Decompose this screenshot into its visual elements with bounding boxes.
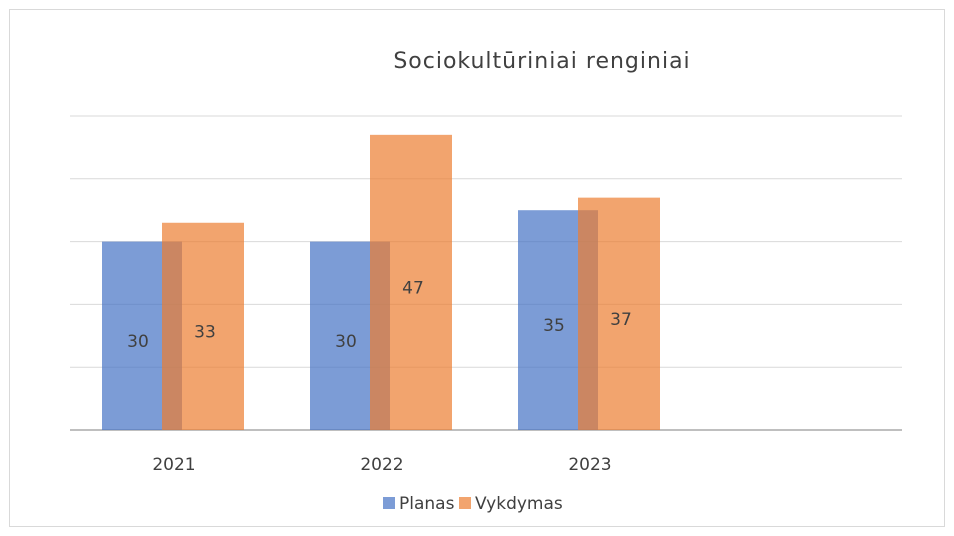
bar [162, 222, 244, 430]
x-tick-label: 2023 [568, 455, 611, 475]
bar [370, 134, 452, 430]
legend-label: Planas [399, 494, 455, 514]
data-label: 47 [402, 278, 424, 298]
legend-swatch [459, 497, 471, 509]
data-label: 37 [610, 310, 632, 330]
data-label: 30 [335, 332, 357, 352]
data-label: 35 [543, 316, 565, 336]
x-tick-label: 2021 [152, 455, 195, 475]
x-tick-label: 2022 [360, 455, 403, 475]
data-label: 30 [127, 332, 149, 352]
legend-label: Vykdymas [475, 494, 563, 514]
chart-title: Sociokultūriniai renginiai [393, 49, 690, 74]
bar [578, 197, 660, 430]
data-label: 33 [194, 322, 216, 342]
legend-swatch [383, 497, 395, 509]
